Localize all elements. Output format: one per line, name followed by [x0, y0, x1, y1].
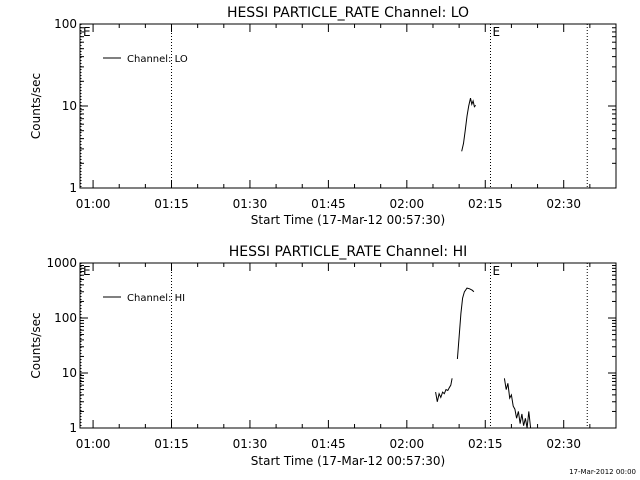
x-tick-label: 01:15 [154, 437, 189, 451]
legend-label: Channel: HI [127, 293, 185, 304]
series-line [435, 378, 453, 402]
lo-channel-chart: HESSI PARTICLE_RATE Channel: LO Start Tim… [29, 5, 617, 227]
x-tick-label: 02:15 [468, 197, 503, 211]
plot-frame [79, 23, 617, 189]
x-tick-label: 01:15 [154, 197, 189, 211]
series-line [456, 287, 475, 360]
chart-title: HESSI PARTICLE_RATE Channel: HI [229, 244, 467, 260]
x-tick-label: 02:15 [468, 437, 503, 451]
event-marker-label: E [492, 25, 500, 39]
y-tick-label: 1 [69, 421, 77, 435]
x-tick-label: 01:00 [76, 197, 111, 211]
x-tick-label: 01:30 [233, 197, 268, 211]
x-tick-label: 02:30 [546, 437, 581, 451]
y-tick-label: 1000 [46, 256, 77, 270]
y-tick-label: 10 [62, 99, 77, 113]
y-tick-label: 1 [69, 181, 77, 195]
event-marker-label: E [83, 25, 91, 39]
x-tick-label: 01:45 [311, 437, 346, 451]
event-marker-label: E [83, 264, 91, 278]
chart-title: HESSI PARTICLE_RATE Channel: LO [227, 5, 469, 21]
x-tick-label: 01:00 [76, 437, 111, 451]
y-tick-label: 10 [62, 366, 77, 380]
x-tick-label: 01:30 [233, 437, 268, 451]
series-line [503, 378, 532, 429]
x-tick-label: 02:00 [390, 437, 425, 451]
x-axis-label: Start Time (17-Mar-12 00:57:30) [251, 454, 445, 468]
y-axis-label: Counts/sec [29, 73, 43, 139]
event-marker-label: E [492, 264, 500, 278]
x-tick-label: 02:00 [390, 197, 425, 211]
x-axis-label: Start Time (17-Mar-12 00:57:30) [251, 213, 445, 227]
x-tick-label: 01:45 [311, 197, 346, 211]
plot-frame [79, 262, 617, 429]
footer-date: 17-Mar-2012 00:00 [569, 468, 636, 476]
x-tick-label: 02:30 [546, 197, 581, 211]
y-tick-label: 100 [54, 17, 77, 31]
legend-label: Channel: LO [127, 54, 188, 65]
y-axis-label: Counts/sec [29, 312, 43, 378]
series-line [461, 97, 477, 152]
y-tick-label: 100 [54, 311, 77, 325]
hi-channel-chart: HESSI PARTICLE_RATE Channel: HI Start Tim… [29, 244, 617, 468]
